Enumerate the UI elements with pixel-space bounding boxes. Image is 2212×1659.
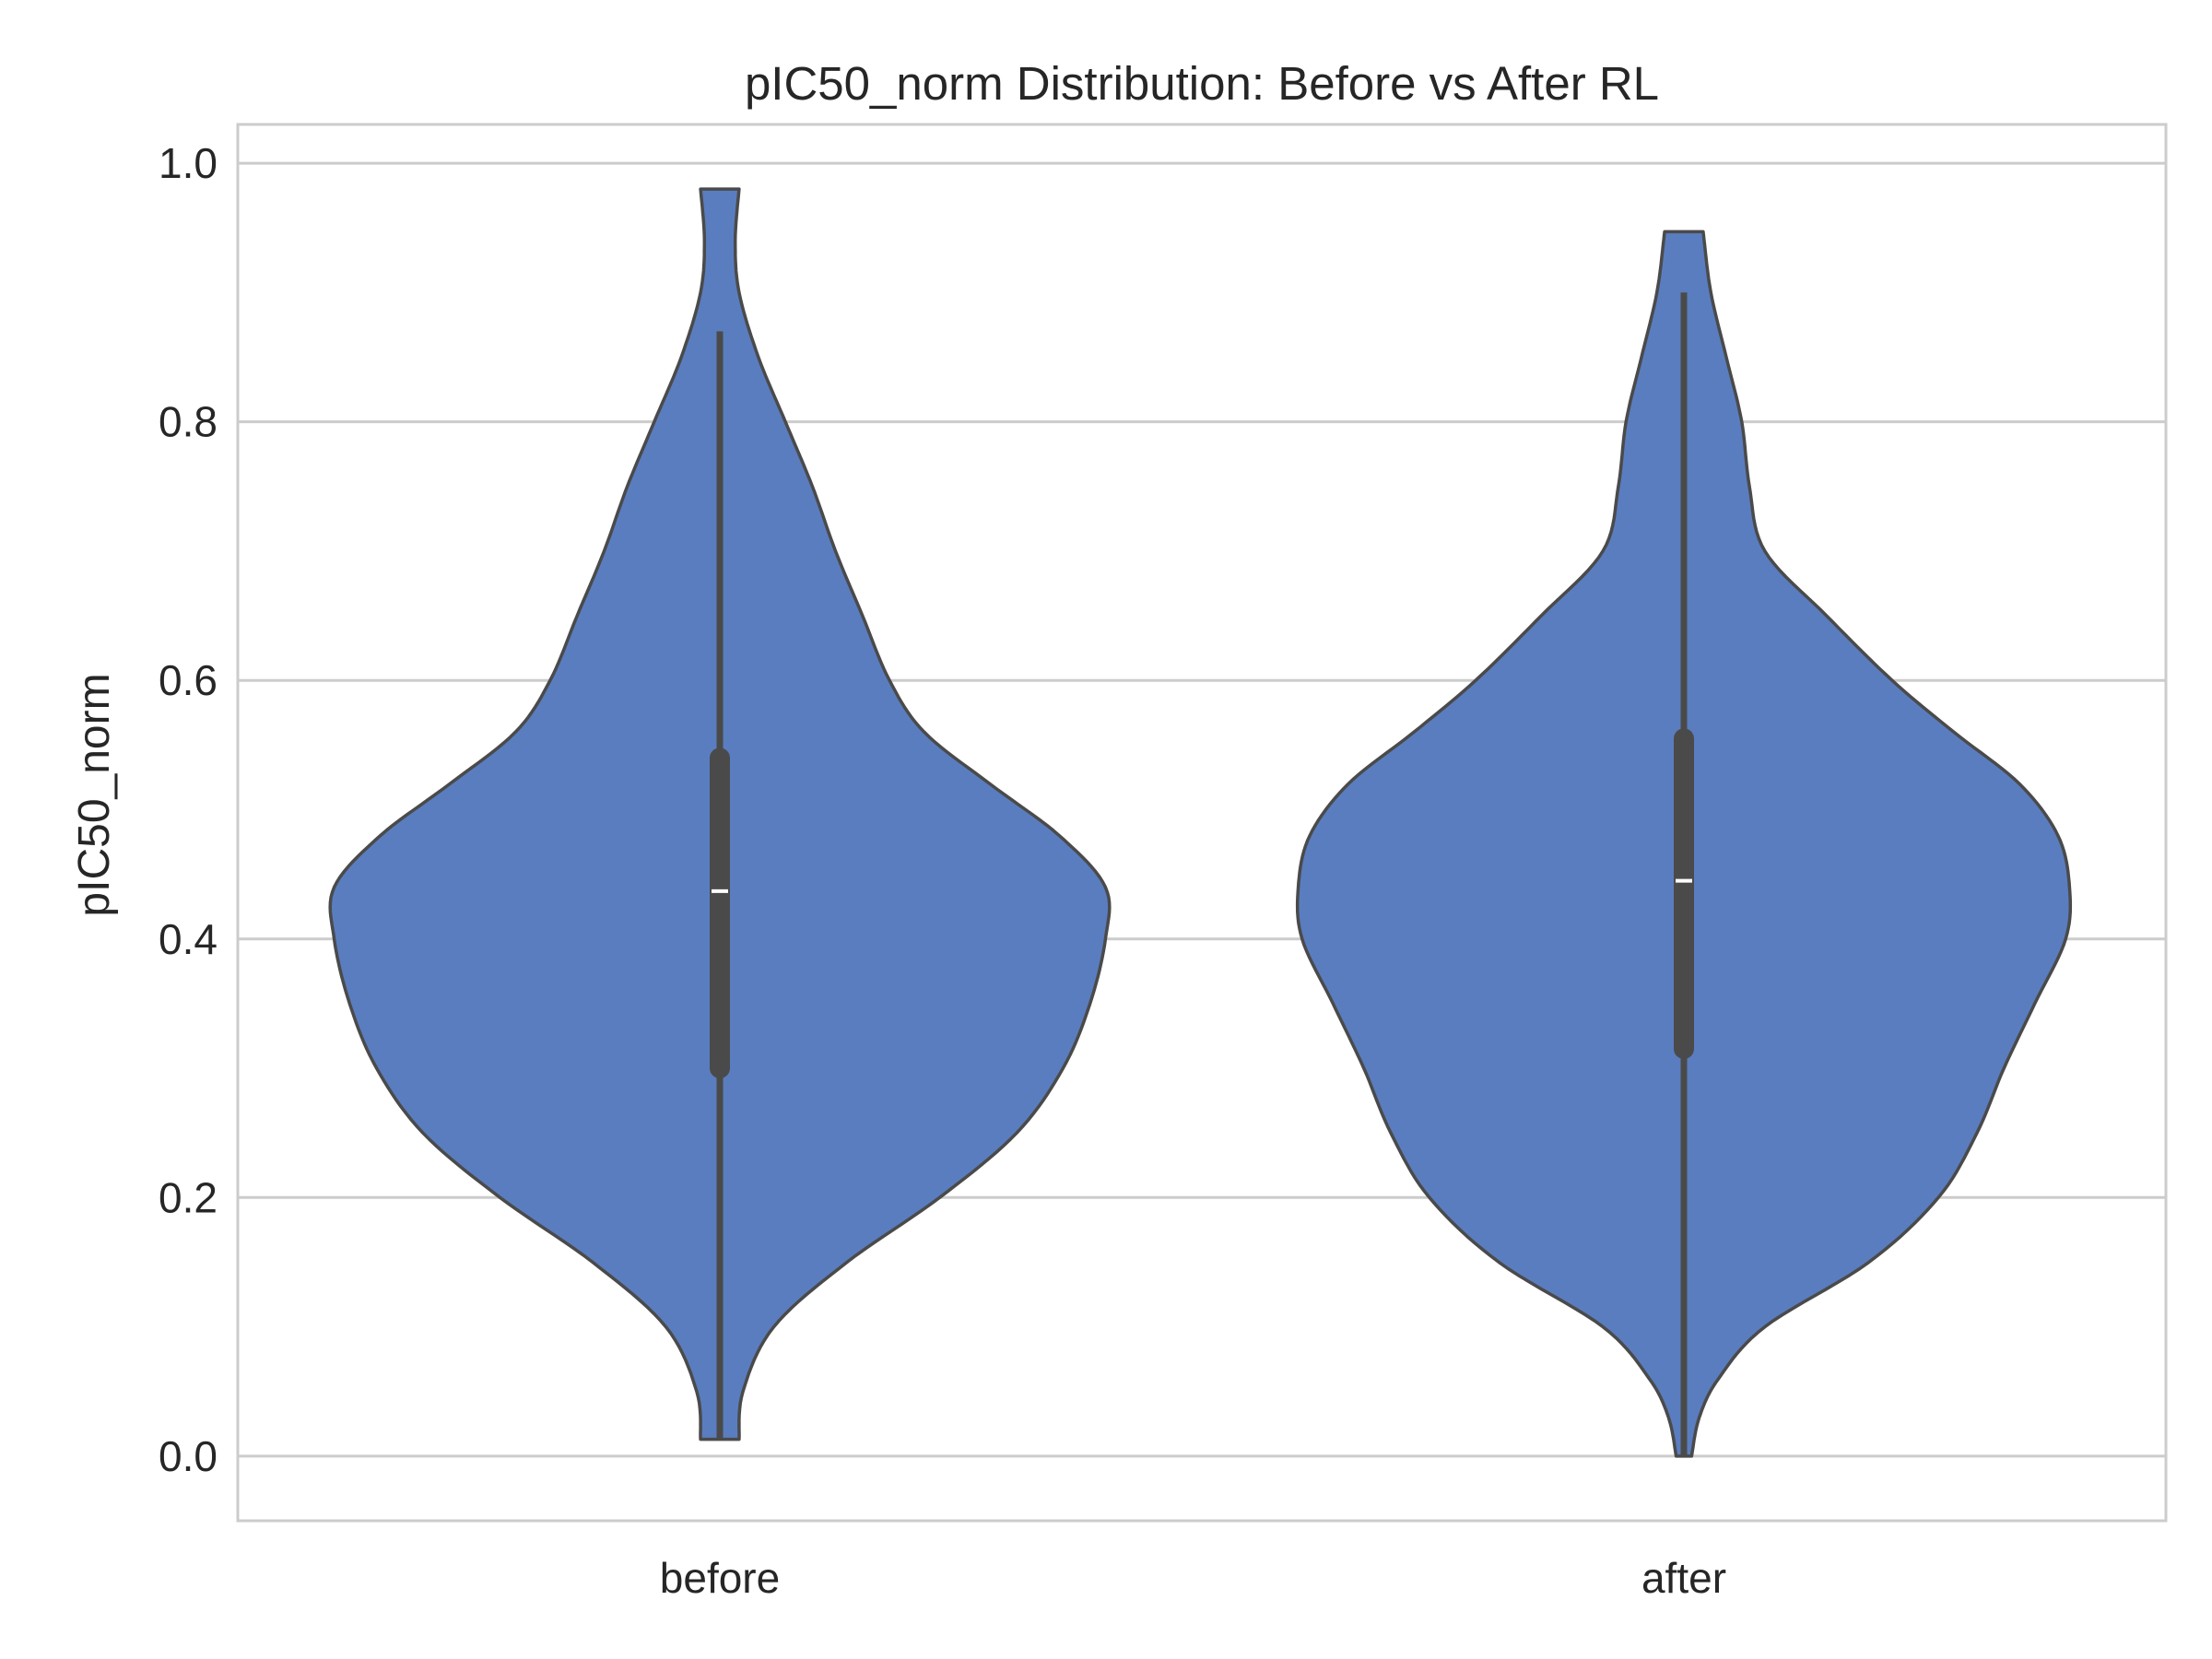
y-tick-label: 0.8 [159, 398, 218, 446]
violin-group [328, 187, 2073, 1458]
y-tick-label: 0.2 [159, 1173, 218, 1221]
y-tick-label: 0.6 [159, 656, 218, 704]
plot-frame [236, 123, 2168, 1523]
y-tick-label: 0.0 [159, 1432, 218, 1480]
x-tick-label: before [660, 1554, 780, 1602]
chart-title: pIC50_norm Distribution: Before vs After… [745, 57, 1659, 110]
x-tick-label: after [1641, 1554, 1726, 1602]
y-tick-label: 1.0 [159, 139, 218, 187]
y-tick-label: 0.4 [159, 915, 218, 963]
y-axis-title: pIC50_norm [70, 673, 119, 916]
y-tick-labels: 0.0 0.2 0.4 0.6 0.8 1.0 [159, 139, 218, 1480]
x-tick-labels: before after [660, 1554, 1726, 1602]
